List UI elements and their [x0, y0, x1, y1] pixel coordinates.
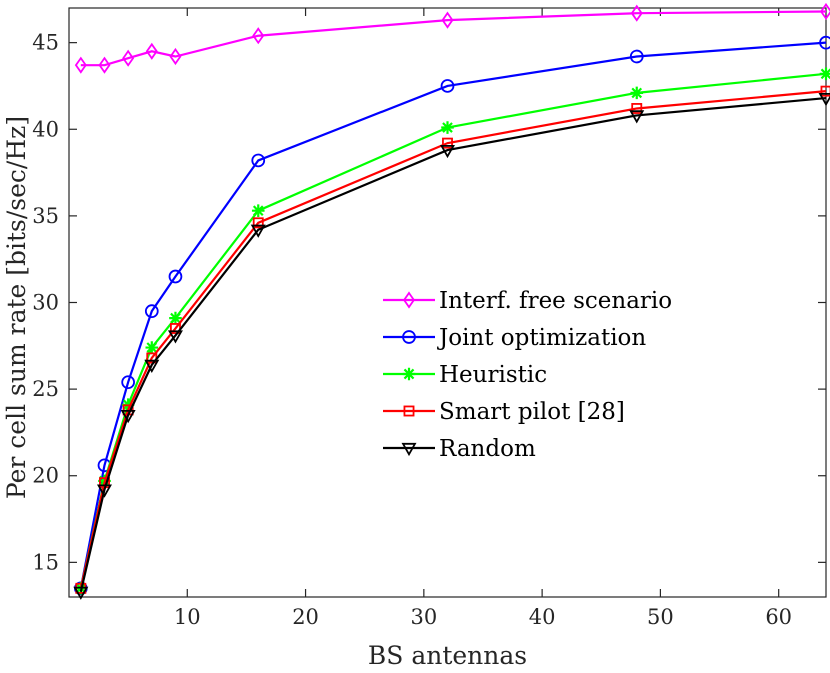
data-point-triangle	[120, 410, 136, 424]
x-axis-label: BS antennas	[368, 641, 527, 670]
series-line	[79, 90, 827, 589]
legend-label: Interf. free scenario	[439, 288, 672, 314]
x-tick-label: 30	[410, 605, 437, 629]
data-point-circle	[251, 153, 266, 168]
data-point-diamond	[820, 2, 830, 21]
data-point-circle	[819, 35, 830, 50]
data-point-square	[631, 103, 643, 114]
data-point-asterisk	[145, 341, 159, 354]
y-tick-label: 45	[32, 31, 59, 55]
data-point-circle	[440, 79, 455, 93]
data-point-triangle	[401, 442, 417, 457]
series-layer	[73, 2, 830, 600]
series-random	[73, 92, 830, 600]
data-point-diamond	[74, 56, 87, 74]
data-point-diamond	[630, 4, 643, 22]
series-line	[80, 10, 827, 67]
y-axis: 15 20 25 30 35 40 45	[32, 31, 826, 574]
data-point-circle	[121, 375, 135, 390]
y-tick-label: 15	[32, 550, 59, 574]
data-point-asterisk	[630, 86, 644, 100]
data-point-triangle	[440, 144, 455, 159]
legend-label: Joint optimization	[437, 325, 646, 351]
legend-item: Interf. free scenario	[383, 288, 672, 314]
data-point-triangle	[167, 330, 183, 344]
data-point-square	[442, 137, 453, 149]
data-point-triangle	[818, 92, 830, 107]
legend-label: Heuristic	[439, 362, 547, 388]
data-point-asterisk	[169, 311, 182, 325]
x-tick-label: 40	[529, 605, 556, 629]
series-line	[79, 96, 827, 593]
data-point-square	[820, 85, 830, 97]
data-point-diamond	[252, 27, 265, 45]
legend-label: Random	[439, 436, 536, 462]
legend-item: Joint optimization	[383, 325, 646, 351]
y-tick-label: 30	[32, 291, 59, 315]
data-point-diamond	[441, 11, 454, 29]
x-axis: 10 20 30 40 50 60	[174, 8, 792, 629]
y-axis-label: Per cell sum rate [bits/sec/Hz]	[2, 116, 31, 499]
x-tick-label: 10	[174, 605, 201, 629]
series-interf-free-scenario	[74, 2, 830, 74]
data-point-triangle	[250, 224, 266, 238]
legend-label: Smart pilot [28]	[439, 399, 625, 425]
x-tick-label: 60	[765, 605, 792, 629]
legend-item: Random	[383, 436, 536, 462]
y-tick-label: 25	[32, 377, 59, 401]
data-point-circle	[144, 304, 159, 319]
data-point-triangle	[144, 359, 160, 373]
data-point-circle	[629, 49, 644, 64]
data-point-asterisk	[251, 204, 265, 217]
legend: Interf. free scenario Joint optimization H…	[383, 288, 672, 462]
data-point-diamond	[403, 291, 415, 309]
data-point-asterisk	[402, 367, 416, 381]
data-point-asterisk	[819, 67, 830, 81]
data-point-diamond	[98, 56, 111, 74]
data-point-circle	[168, 269, 183, 284]
series-line	[79, 41, 827, 589]
data-point-asterisk	[441, 121, 454, 134]
data-point-square	[403, 405, 415, 417]
data-point-square	[252, 217, 264, 229]
data-point-triangle	[73, 586, 89, 600]
legend-item: Heuristic	[383, 362, 547, 388]
series-joint-optimization	[73, 35, 830, 596]
data-point-diamond	[169, 47, 182, 66]
data-point-diamond	[122, 49, 135, 67]
data-point-triangle	[629, 110, 645, 124]
y-tick-label: 20	[32, 464, 59, 488]
data-point-circle	[402, 330, 416, 344]
y-tick-label: 35	[32, 204, 59, 228]
y-tick-label: 40	[32, 117, 59, 141]
legend-item: Smart pilot [28]	[383, 399, 625, 425]
x-tick-label: 50	[647, 605, 674, 629]
x-tick-label: 20	[292, 605, 319, 629]
data-point-triangle	[96, 484, 112, 498]
data-point-diamond	[145, 42, 158, 60]
